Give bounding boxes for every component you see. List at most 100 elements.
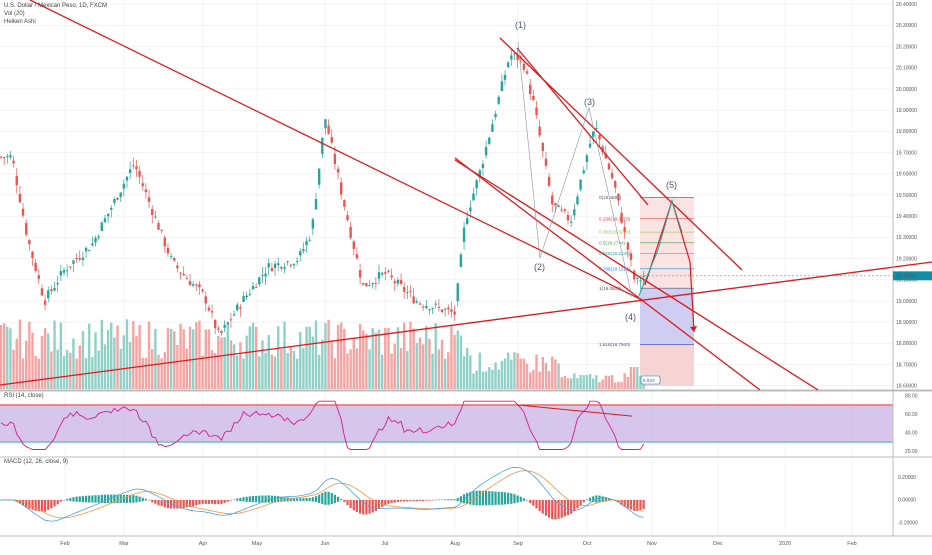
price-axis[interactable]: 20.40000 20.30000 20.20000 20.10000 20.00000…: [640, 0, 932, 536]
candle-body: [569, 221, 573, 223]
volume-bar: [75, 358, 78, 389]
macd-histogram-bar: [349, 499, 352, 508]
volume-bar: [387, 327, 390, 389]
candlesticks: [0, 48, 645, 337]
volume-bar: [53, 320, 56, 389]
candle-body: [100, 222, 103, 231]
candle-body: [163, 237, 166, 247]
volume-bar: [362, 330, 365, 389]
heiken-legend[interactable]: Heiken Ashi: [4, 19, 36, 25]
volume-bar: [573, 373, 576, 389]
macd-histogram-bar: [374, 499, 377, 511]
candle-body: [409, 291, 412, 293]
macd-legend[interactable]: MACD (12, 26, close, 9): [4, 459, 69, 465]
candle-body: [434, 303, 437, 305]
candle-body: [119, 192, 122, 197]
macd-histogram-bar: [144, 498, 147, 501]
candle-body: [286, 261, 289, 263]
volume-bar: [248, 326, 252, 389]
volume-bar: [579, 375, 582, 389]
volume-bar: [377, 329, 381, 389]
volume-bar: [308, 326, 311, 389]
volume-bar: [311, 336, 315, 389]
price-tick-label: 18.70000: [896, 362, 917, 368]
volume-legend[interactable]: Vol (20): [4, 11, 25, 17]
macd-histogram-bar: [289, 497, 292, 502]
volume-bar: [217, 335, 220, 389]
candle-body: [53, 287, 56, 291]
volume-bar: [475, 370, 478, 389]
price-tick-label: 19.60000: [896, 172, 917, 178]
price-tick-label: 20.20000: [896, 44, 917, 50]
volume-bar: [157, 354, 160, 389]
rsi-tick-label: 80.00: [905, 393, 918, 399]
candle-body: [15, 176, 18, 186]
macd-histogram-bar: [166, 499, 170, 509]
candle-body: [50, 289, 53, 291]
volume-bar: [283, 321, 286, 389]
volume-bar: [639, 375, 642, 389]
price-tick-label: 20.30000: [896, 23, 917, 29]
volume-bar: [617, 381, 620, 389]
macd-histogram-bar: [318, 494, 321, 503]
macd-histogram-bar: [214, 499, 217, 505]
macd-histogram-bar: [532, 499, 535, 506]
volume-bar: [65, 350, 69, 389]
volume-bar: [15, 338, 18, 389]
volume-bar: [258, 356, 261, 389]
candle-body: [2, 157, 6, 159]
macd-histogram-bar: [242, 497, 245, 502]
price-tick-label: 19.90000: [896, 108, 917, 114]
volume-bar: [242, 358, 245, 389]
volume-bar: [214, 353, 217, 389]
candle-body: [349, 226, 352, 238]
candle-body: [311, 219, 315, 229]
candle-body: [390, 275, 393, 278]
wave-label: (1): [515, 20, 526, 30]
macd-histogram-bar: [258, 495, 261, 503]
volume-bar: [462, 356, 466, 389]
rsi-legend[interactable]: RSI (14, close): [4, 393, 44, 399]
time-tick-label: Dec: [713, 541, 723, 547]
volume-bar: [525, 363, 529, 389]
macd-histogram-bar: [409, 499, 412, 502]
volume-bar: [450, 325, 453, 389]
volume-bar: [50, 351, 53, 389]
volume-bar: [78, 345, 81, 389]
volume-bar: [9, 328, 12, 389]
volume-bar: [135, 335, 138, 389]
volume-bar: [557, 363, 560, 389]
candle-body: [639, 280, 642, 282]
candle-body: [94, 237, 97, 243]
macd-histogram-bar: [44, 499, 47, 512]
macd-histogram-bar: [188, 499, 192, 507]
volume-bar: [40, 335, 44, 389]
candle-body: [447, 307, 450, 310]
fib-label: 0(19.4891): [599, 195, 622, 200]
volume-bar: [522, 358, 526, 389]
volume-bar: [144, 357, 148, 389]
trendline-wave-lower: [454, 159, 819, 391]
candle-body: [503, 74, 507, 80]
candle-body: [84, 247, 88, 252]
candle-body: [525, 71, 529, 74]
time-axis[interactable]: Feb Mar Apr May Jun Jul Aug Sep Oct Nov Dec 2020 Feb: [60, 541, 856, 547]
volume-bar: [34, 356, 37, 389]
fib-label: 1(19.0603): [599, 286, 622, 291]
candle-body: [535, 107, 538, 116]
volume-bar: [138, 325, 141, 389]
volume-bar: [179, 323, 182, 389]
volume-bar: [469, 355, 472, 389]
volume-bar: [488, 367, 491, 389]
macd-histogram-bar: [346, 499, 349, 506]
macd-histogram-bar: [160, 499, 163, 507]
candle-body: [258, 277, 261, 285]
candle-body: [47, 290, 50, 299]
symbol-title[interactable]: U.S. Dollar / Mexican Peso, 1D, FXCM: [4, 3, 108, 9]
candle-body: [466, 218, 469, 225]
candle-body: [31, 251, 34, 258]
projection-path: [644, 198, 695, 333]
macd-histogram-bar: [18, 499, 21, 504]
macd-histogram-bar: [462, 494, 466, 504]
macd-histogram-bar: [321, 492, 324, 505]
